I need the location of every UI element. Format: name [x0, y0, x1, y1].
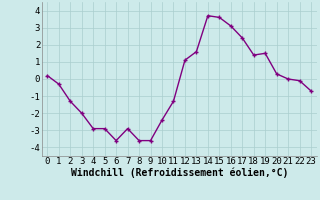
- X-axis label: Windchill (Refroidissement éolien,°C): Windchill (Refroidissement éolien,°C): [70, 168, 288, 178]
